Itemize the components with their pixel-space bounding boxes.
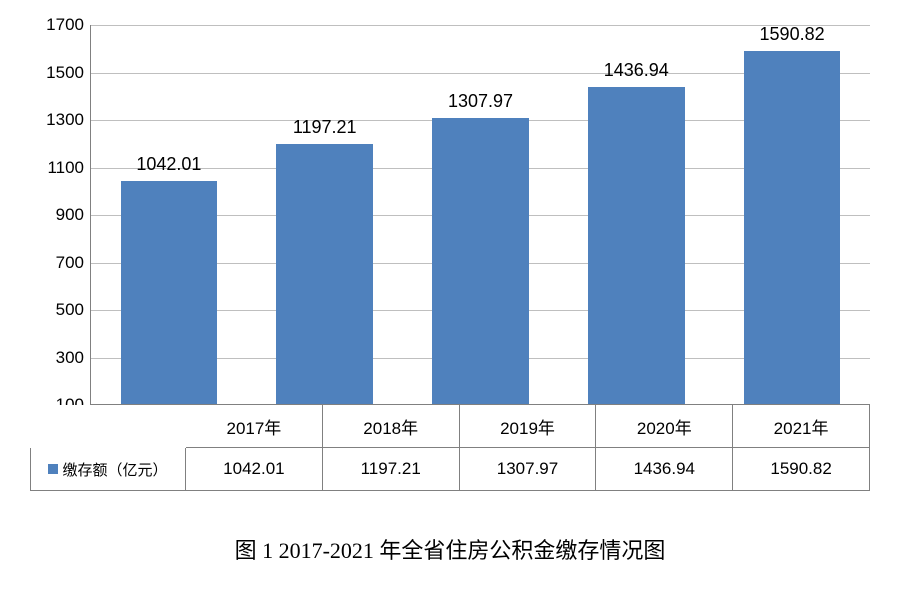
y-tick-label: 300: [34, 348, 84, 368]
figure-caption: 图 1 2017-2021 年全省住房公积金缴存情况图: [30, 533, 870, 565]
category-cell: 2021年: [733, 405, 870, 448]
category-cell: 2017年: [186, 405, 323, 448]
plot-area: 1042.01 1197.21 1307.97 1436.94 1590.82: [90, 25, 870, 405]
y-tick-label: 700: [34, 253, 84, 273]
bar-slot: 1590.82: [714, 25, 870, 404]
data-table: 2017年 2018年 2019年 2020年 2021年 缴存额（亿元） 10…: [30, 405, 870, 491]
bar-data-label: 1590.82: [760, 24, 825, 45]
y-tick-label: 1300: [34, 110, 84, 130]
category-cell: 2019年: [460, 405, 597, 448]
value-cell: 1197.21: [323, 448, 460, 491]
y-tick-label: 900: [34, 205, 84, 225]
bar: 1307.97: [432, 118, 529, 404]
bar-data-label: 1307.97: [448, 91, 513, 112]
bar-data-label: 1436.94: [604, 60, 669, 81]
legend-swatch-icon: [48, 464, 58, 474]
data-table-category-row: 2017年 2018年 2019年 2020年 2021年: [30, 405, 870, 448]
bar-slot: 1307.97: [403, 25, 559, 404]
bar-slot: 1197.21: [247, 25, 403, 404]
y-tick-label: 1100: [34, 158, 84, 178]
series-legend-cell: 缴存额（亿元）: [30, 448, 186, 491]
legend-label: 缴存额（亿元）: [62, 459, 167, 480]
category-cell: 2018年: [323, 405, 460, 448]
data-table-corner: [30, 405, 186, 448]
bar: 1436.94: [588, 87, 685, 404]
value-cell: 1042.01: [186, 448, 323, 491]
value-cell: 1307.97: [460, 448, 597, 491]
category-cell: 2020年: [596, 405, 733, 448]
bar-data-label: 1042.01: [136, 154, 201, 175]
bar-slot: 1042.01: [91, 25, 247, 404]
bar: 1197.21: [276, 144, 373, 404]
y-tick-label: 500: [34, 300, 84, 320]
bar: 1590.82: [744, 51, 841, 404]
bars-group: 1042.01 1197.21 1307.97 1436.94 1590.82: [91, 25, 870, 404]
value-cell: 1436.94: [596, 448, 733, 491]
bar: 1042.01: [121, 181, 218, 404]
value-cell: 1590.82: [733, 448, 870, 491]
bar-data-label: 1197.21: [293, 117, 357, 138]
y-tick-label: 1700: [34, 15, 84, 35]
data-table-values-row: 缴存额（亿元） 1042.01 1197.21 1307.97 1436.94 …: [30, 448, 870, 491]
y-tick-label: 1500: [34, 63, 84, 83]
chart-container: 1042.011197.211307.971436.941590.82 1003…: [30, 15, 870, 505]
bar-slot: 1436.94: [558, 25, 714, 404]
